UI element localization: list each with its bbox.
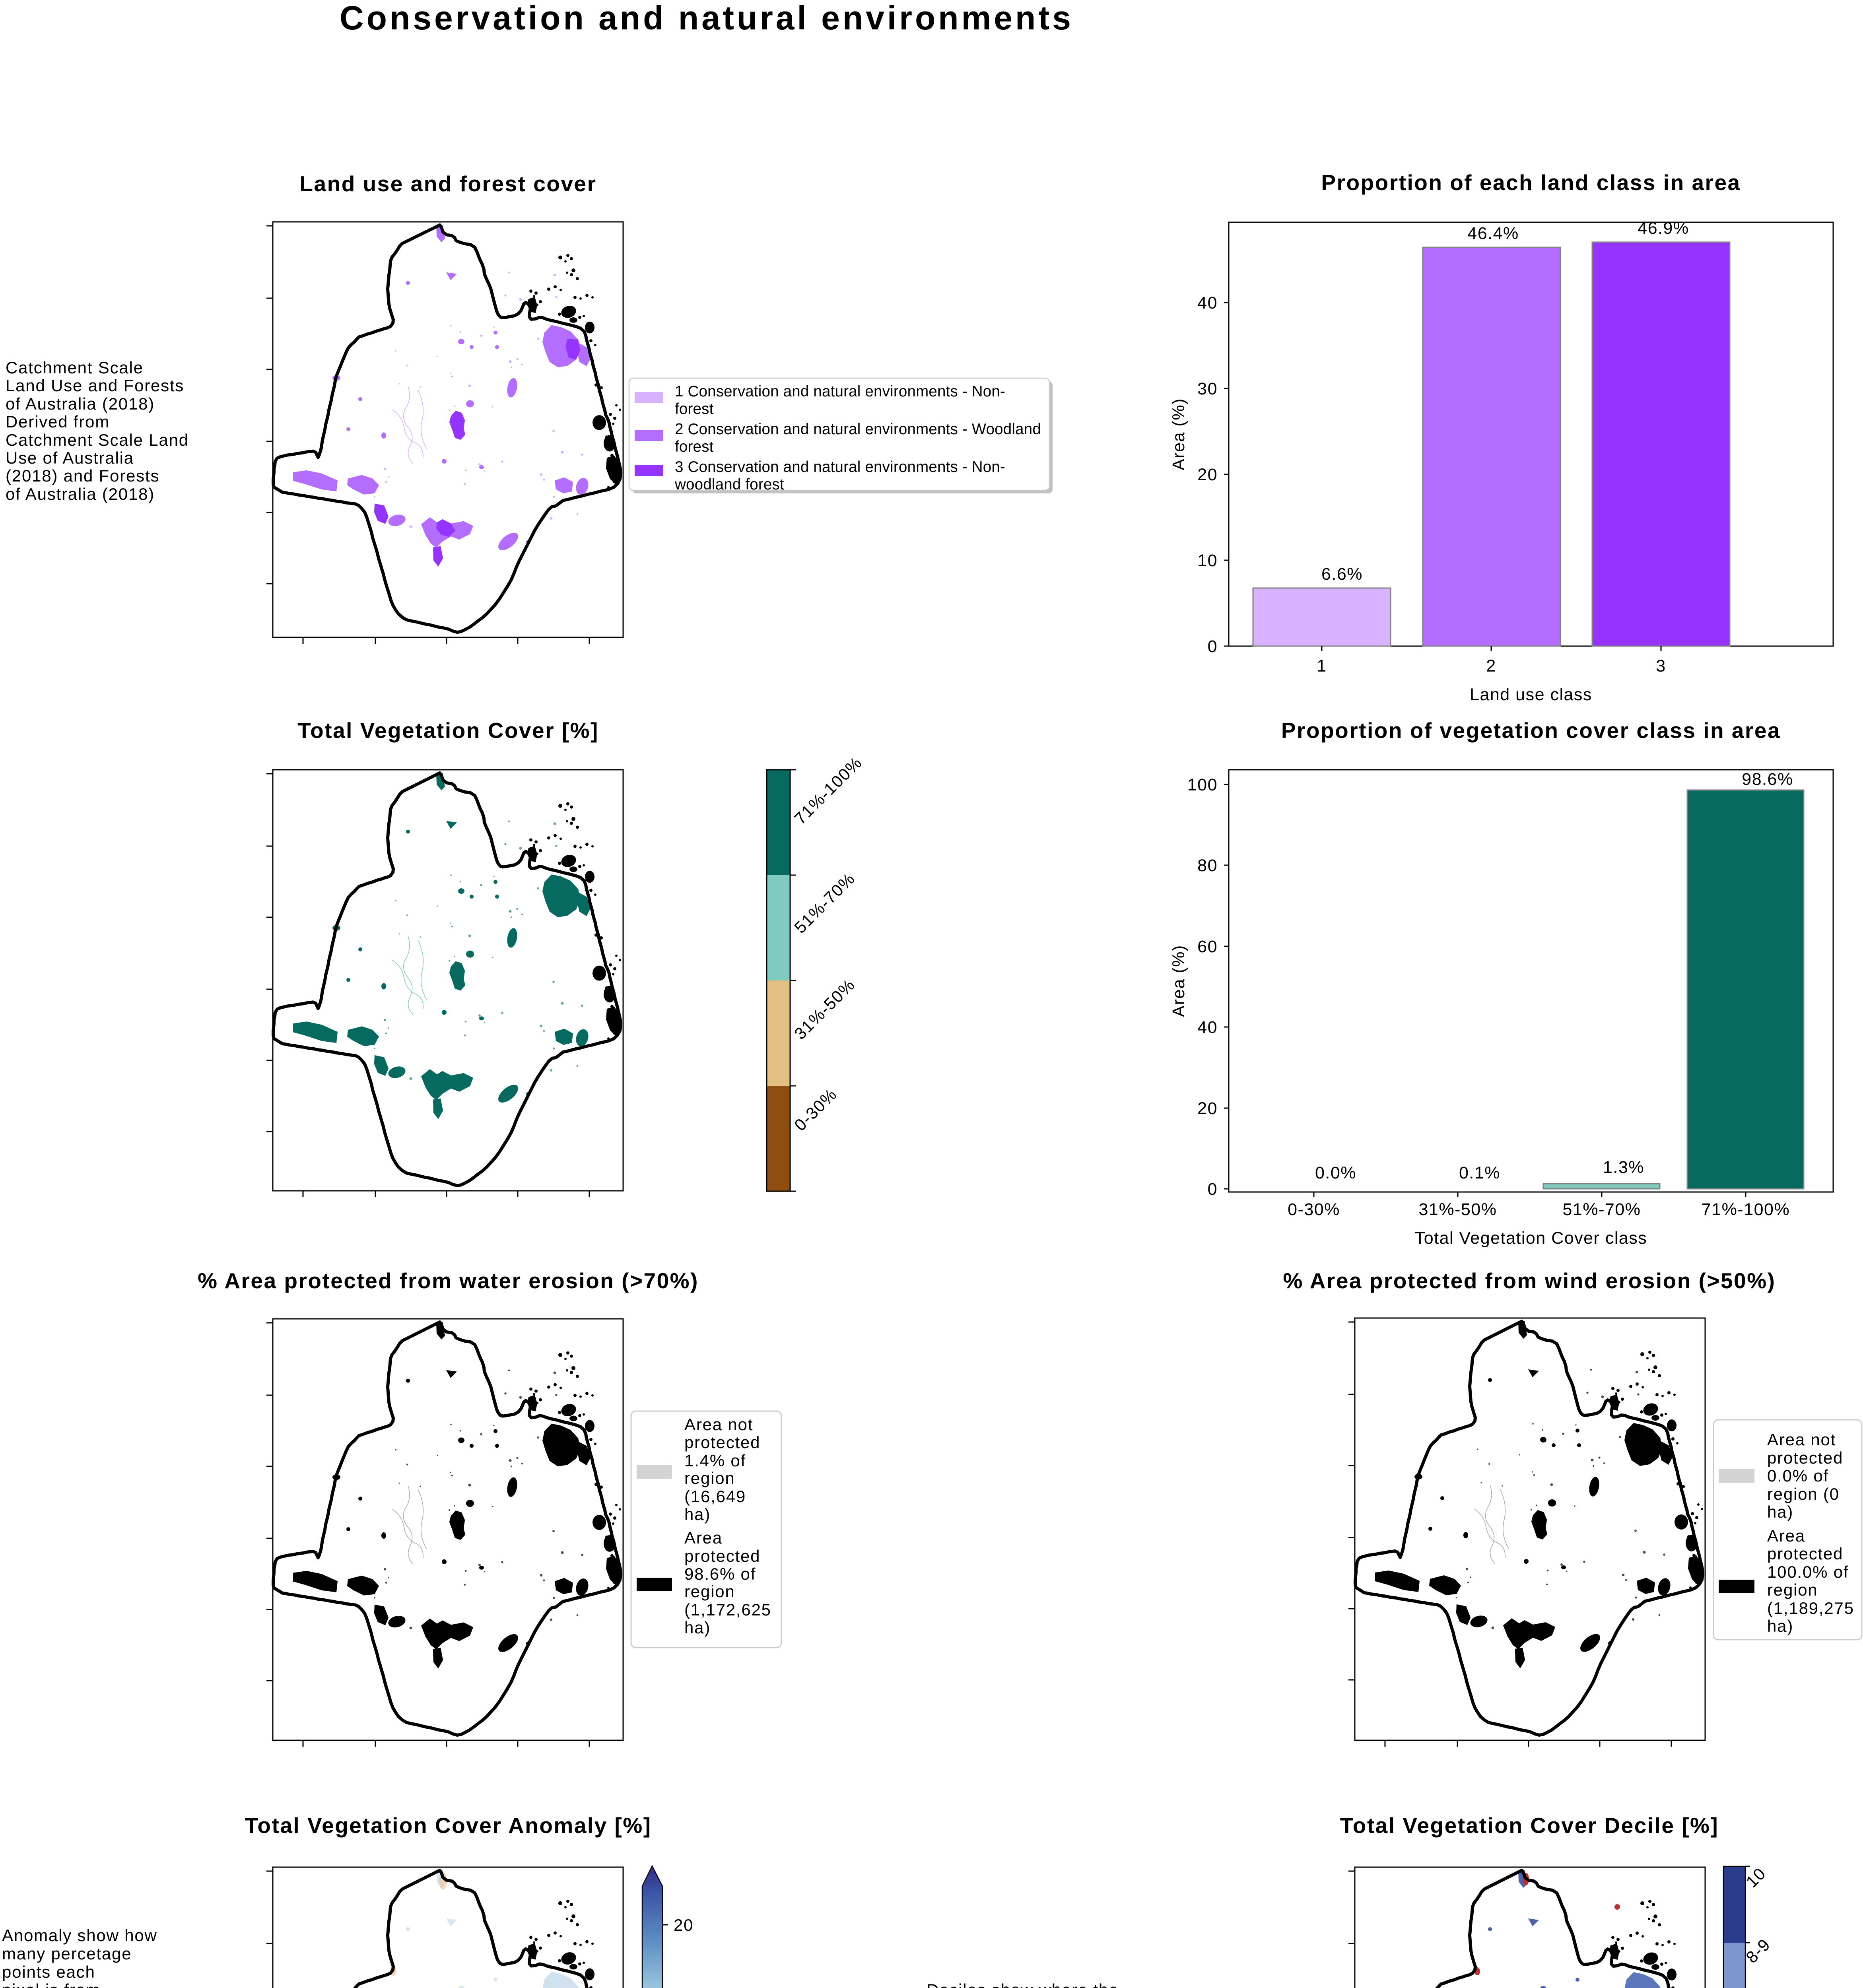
svg-text:80: 80 — [1197, 856, 1218, 875]
svg-text:Total Vegetation Cover Decile: Total Vegetation Cover Decile [%] — [1340, 1813, 1719, 1838]
svg-text:(1,189,275: (1,189,275 — [1767, 1599, 1854, 1617]
svg-text:ha): ha) — [684, 1505, 711, 1524]
svg-text:Land use class: Land use class — [1470, 685, 1592, 704]
svg-text:(1,172,625: (1,172,625 — [684, 1600, 771, 1619]
svg-text:100: 100 — [1187, 775, 1218, 794]
svg-text:ha): ha) — [1767, 1503, 1793, 1521]
svg-text:30: 30 — [1197, 379, 1218, 398]
svg-text:Area (%): Area (%) — [1169, 398, 1188, 470]
svg-text:Proportion of each land class: Proportion of each land class in area — [1321, 170, 1741, 195]
svg-text:Total Vegetation Cover Anomaly: Total Vegetation Cover Anomaly [%] — [245, 1813, 651, 1838]
svg-text:Conservation and natural envir: Conservation and natural environments — [340, 0, 1074, 37]
svg-text:points each: points each — [2, 1963, 95, 1981]
svg-text:100.0% of: 100.0% of — [1767, 1563, 1849, 1581]
svg-text:40: 40 — [1197, 293, 1218, 313]
svg-text:3 Conservation and natural env: 3 Conservation and natural environments … — [675, 458, 1005, 476]
svg-text:% Area protected from wind ero: % Area protected from wind erosion (>50%… — [1283, 1268, 1776, 1293]
svg-text:Area: Area — [1767, 1526, 1805, 1545]
svg-text:region: region — [684, 1582, 735, 1601]
svg-text:3: 3 — [1656, 656, 1666, 676]
svg-text:% Area protected from water er: % Area protected from water erosion (>70… — [198, 1268, 699, 1293]
svg-text:Use of Australia: Use of Australia — [6, 448, 134, 467]
svg-text:Area not: Area not — [1767, 1430, 1836, 1449]
svg-text:region: region — [684, 1469, 735, 1487]
svg-text:of Australia (2018): of Australia (2018) — [6, 485, 155, 503]
svg-text:0: 0 — [1208, 1180, 1218, 1199]
svg-text:Anomaly show how: Anomaly show how — [2, 1926, 157, 1945]
svg-text:98.6% of: 98.6% of — [684, 1565, 756, 1583]
svg-text:0.1%: 0.1% — [1459, 1163, 1500, 1182]
svg-text:Total Vegetation Cover [%]: Total Vegetation Cover [%] — [297, 718, 599, 743]
svg-text:of Australia (2018): of Australia (2018) — [6, 394, 155, 413]
svg-text:31%-50%: 31%-50% — [1419, 1200, 1497, 1219]
svg-text:46.9%: 46.9% — [1638, 219, 1689, 238]
svg-text:0.0%: 0.0% — [1315, 1163, 1356, 1182]
svg-text:many percetage: many percetage — [2, 1944, 132, 1963]
svg-text:1 Conservation and natural env: 1 Conservation and natural environments … — [675, 383, 1005, 400]
svg-text:1: 1 — [1317, 656, 1327, 676]
svg-text:Area (%): Area (%) — [1169, 945, 1188, 1017]
svg-text:Area not: Area not — [684, 1415, 753, 1434]
svg-text:1.3%: 1.3% — [1603, 1158, 1644, 1177]
svg-text:Derived from: Derived from — [6, 412, 110, 431]
svg-text:60: 60 — [1197, 937, 1218, 956]
svg-text:10: 10 — [1197, 551, 1218, 570]
svg-text:Deciles show where the: Deciles show where the — [927, 1980, 1119, 1988]
svg-text:ha): ha) — [684, 1618, 711, 1637]
svg-text:region (0: region (0 — [1767, 1485, 1840, 1503]
svg-text:51%-70%: 51%-70% — [1563, 1200, 1641, 1219]
svg-text:woodland forest: woodland forest — [674, 476, 784, 493]
svg-text:forest: forest — [675, 438, 714, 455]
svg-text:6.6%: 6.6% — [1321, 565, 1363, 584]
svg-text:Area: Area — [684, 1528, 723, 1547]
svg-text:region: region — [1767, 1580, 1818, 1599]
svg-text:20: 20 — [674, 1916, 694, 1934]
svg-text:2 Conservation and natural env: 2 Conservation and natural environments … — [675, 421, 1041, 438]
svg-text:protected: protected — [684, 1547, 760, 1565]
svg-text:(16,649: (16,649 — [684, 1487, 746, 1506]
svg-text:40: 40 — [1197, 1018, 1218, 1037]
svg-text:Total Vegetation Cover class: Total Vegetation Cover class — [1415, 1229, 1647, 1248]
svg-text:98.6%: 98.6% — [1742, 770, 1793, 789]
svg-text:71%-100%: 71%-100% — [1702, 1200, 1790, 1219]
svg-text:46.4%: 46.4% — [1467, 224, 1519, 243]
svg-text:Land Use and Forests: Land Use and Forests — [6, 376, 184, 395]
svg-text:20: 20 — [1197, 1099, 1218, 1118]
svg-text:forest: forest — [675, 400, 714, 417]
svg-text:protected: protected — [684, 1433, 760, 1452]
svg-text:ha): ha) — [1767, 1617, 1793, 1635]
svg-text:Catchment Scale: Catchment Scale — [6, 358, 144, 377]
svg-text:Proportion of vegetation cover: Proportion of vegetation cover class in … — [1281, 718, 1781, 743]
svg-text:protected: protected — [1767, 1448, 1843, 1467]
svg-text:pixel is from: pixel is from — [2, 1980, 100, 1988]
svg-text:(2018) and Forests: (2018) and Forests — [6, 466, 159, 485]
svg-text:1.4% of: 1.4% of — [684, 1451, 746, 1470]
svg-text:protected: protected — [1767, 1544, 1843, 1563]
svg-text:0-30%: 0-30% — [1288, 1200, 1340, 1219]
svg-text:0.0% of: 0.0% of — [1767, 1466, 1829, 1485]
svg-text:Land use and forest cover: Land use and forest cover — [299, 171, 596, 196]
svg-text:Catchment Scale Land: Catchment Scale Land — [6, 431, 189, 449]
svg-text:20: 20 — [1197, 465, 1218, 484]
svg-text:2: 2 — [1486, 656, 1496, 676]
svg-text:0: 0 — [1208, 637, 1218, 656]
